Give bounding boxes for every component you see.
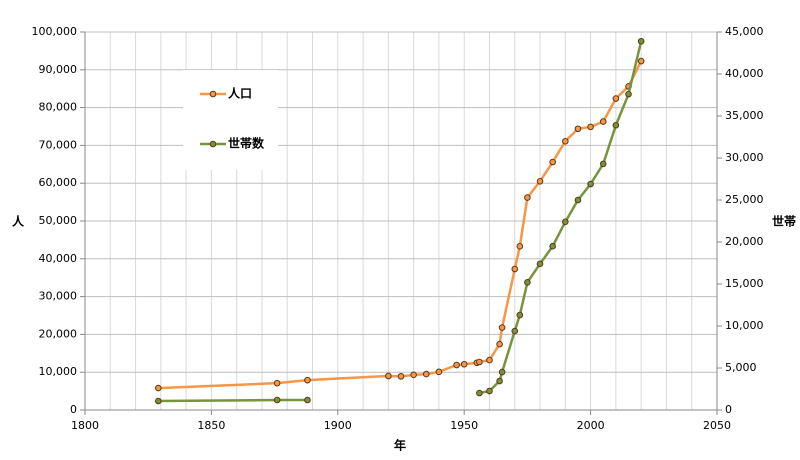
y2-tick-label: 15,000	[725, 277, 764, 290]
data-point	[562, 137, 569, 145]
data-point	[612, 121, 620, 129]
x-tick-label: 1800	[71, 419, 99, 432]
legend-label: 世帯数	[228, 136, 265, 151]
data-point	[476, 389, 483, 397]
y2-tick-label: 20,000	[725, 235, 764, 248]
y2-tick-label: 10,000	[725, 319, 764, 332]
x-tick-label: 1950	[450, 419, 478, 432]
x-tick-label: 2000	[577, 419, 605, 432]
data-point	[486, 387, 493, 395]
legend-marker	[209, 140, 217, 148]
data-point	[599, 160, 607, 168]
data-point	[536, 260, 544, 268]
data-point	[498, 368, 506, 376]
data-point	[155, 384, 162, 392]
y2-tick-label: 5,000	[725, 361, 757, 374]
y-tick-label: 10,000	[39, 365, 78, 378]
data-point	[574, 196, 582, 204]
data-point	[304, 396, 311, 404]
y-tick-label: 20,000	[39, 327, 78, 340]
legend-label: 人口	[228, 86, 252, 101]
y-tick-label: 60,000	[39, 176, 78, 189]
y-axis-title: 人	[12, 214, 25, 229]
data-point	[516, 243, 524, 250]
data-point	[496, 377, 503, 385]
y2-tick-label: 0	[725, 403, 732, 416]
data-point	[460, 360, 468, 368]
data-point	[511, 327, 519, 335]
y-tick-label: 40,000	[39, 252, 78, 265]
y-tick-label: 90,000	[39, 63, 78, 76]
y2-tick-label: 30,000	[725, 151, 764, 164]
data-point	[524, 194, 531, 201]
data-point	[304, 376, 311, 384]
data-point	[612, 95, 620, 102]
data-point	[536, 178, 544, 185]
y2-tick-label: 45,000	[725, 25, 764, 38]
x-tick-label: 2050	[703, 419, 731, 432]
data-point	[637, 57, 645, 65]
x-tick-label: 1850	[197, 419, 225, 432]
y-tick-label: 80,000	[39, 101, 78, 114]
data-point	[625, 90, 632, 98]
data-point	[549, 242, 556, 250]
data-point	[273, 396, 281, 404]
data-point	[155, 397, 162, 405]
data-point	[397, 373, 405, 380]
y-tick-label: 70,000	[39, 138, 78, 151]
y2-tick-label: 25,000	[725, 193, 764, 206]
data-point	[587, 123, 594, 131]
data-point	[524, 279, 531, 286]
data-point	[549, 158, 556, 166]
y-tick-label: 100,000	[32, 25, 78, 38]
legend-box	[183, 70, 278, 170]
data-point	[498, 324, 506, 331]
data-point	[516, 311, 524, 319]
data-point	[476, 358, 483, 366]
data-point	[410, 371, 417, 379]
y2-tick-label: 35,000	[725, 109, 764, 122]
data-point	[562, 218, 569, 226]
data-point	[574, 125, 582, 133]
legend-marker	[209, 90, 217, 98]
data-point	[511, 265, 519, 273]
data-point	[422, 370, 430, 378]
data-point	[273, 379, 281, 387]
y-tick-label: 50,000	[39, 214, 78, 227]
x-tick-label: 1900	[324, 419, 352, 432]
data-point	[496, 340, 503, 348]
y-tick-label: 30,000	[39, 290, 78, 303]
y2-axis-title: 世帯	[772, 214, 796, 229]
data-point	[599, 118, 607, 125]
data-point	[385, 372, 392, 380]
data-point	[435, 368, 443, 376]
y-tick-label: 0	[70, 403, 77, 416]
data-point	[637, 37, 645, 45]
y2-tick-label: 40,000	[725, 67, 764, 80]
x-axis-title: 年	[394, 438, 406, 453]
data-point	[453, 361, 460, 369]
data-point	[486, 356, 493, 364]
data-point	[587, 180, 594, 188]
